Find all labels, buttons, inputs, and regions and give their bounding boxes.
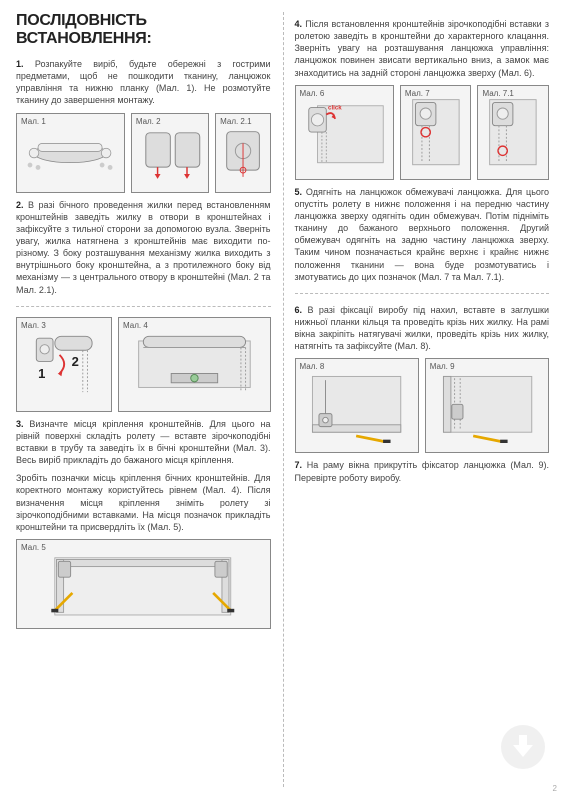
figure-5: Мал. 5 [16, 539, 271, 629]
step-3b-text: Зробіть позначки місць кріплення бічних … [16, 473, 271, 532]
figure-4: Мал. 4 [118, 317, 270, 412]
step-4-text: Після встановлення кронштейнів зірочкопо… [295, 19, 550, 78]
fig-21-svg [219, 124, 267, 182]
fig-1-label: Мал. 1 [21, 117, 46, 126]
step-7: 7. На раму вікна прикрутіть фіксатор лан… [295, 459, 550, 483]
fig-71-svg [485, 95, 541, 169]
hdash-left-1 [16, 306, 271, 307]
step-num-5: 5. [295, 187, 303, 197]
click-label: click [328, 104, 342, 111]
fig-1-svg [22, 129, 118, 177]
figure-7-1: Мал. 7.1 [477, 85, 549, 180]
fig-8-svg [305, 369, 407, 443]
watermark-icon [499, 723, 547, 771]
step-2-text: В разі бічного проведення жилки перед вс… [16, 200, 271, 295]
step-7-text: На раму вікна прикрутіть фіксатор ланцюж… [295, 460, 550, 482]
figure-8: Мал. 8 [295, 358, 419, 453]
fig-4-label: Мал. 4 [123, 321, 148, 330]
fig-9-svg [436, 369, 538, 443]
fig-21-label: Мал. 2.1 [220, 117, 251, 126]
step-2: 2. В разі бічного проведення жилки перед… [16, 199, 271, 296]
step-4: 4. Після встановлення кронштейнів зірочк… [295, 18, 550, 79]
step-1: 1. Розпакуйте виріб, будьте обережні з г… [16, 58, 271, 107]
right-column: 4. Після встановлення кронштейнів зірочк… [283, 0, 565, 799]
mark-2: 2 [71, 354, 78, 369]
fig-row-3: Мал. 5 [16, 539, 271, 629]
step-3b: Зробіть позначки місць кріплення бічних … [16, 472, 271, 533]
step-5-text: Одягніть на ланцюжок обмежувачі ланцюжка… [295, 187, 550, 282]
fig-row-1: Мал. 1 Мал. 2 [16, 113, 271, 193]
step-5: 5. Одягніть на ланцюжок обмежувачі ланцю… [295, 186, 550, 283]
figure-9: Мал. 9 [425, 358, 549, 453]
fig-3-label: Мал. 3 [21, 321, 46, 330]
step-3a-text: Визначте місця кріплення кронштейнів. Дл… [16, 419, 271, 465]
fig-7-label: Мал. 7 [405, 89, 430, 98]
fig-4-svg [134, 327, 255, 401]
step-num-2: 2. [16, 200, 24, 210]
fig-9-label: Мал. 9 [430, 362, 455, 371]
figure-6: Мал. 6 click [295, 85, 394, 180]
step-6: 6. В разі фіксації виробу під нахил, вст… [295, 304, 550, 353]
figure-2: Мал. 2 [131, 113, 209, 193]
page-number: 2 [553, 784, 557, 793]
figure-3: Мал. 3 1 2 [16, 317, 112, 412]
fig-6-label: Мал. 6 [300, 89, 325, 98]
figure-2-1: Мал. 2.1 [215, 113, 270, 193]
fig-71-label: Мал. 7.1 [482, 89, 513, 98]
step-3: 3. Визначте місця кріплення кронштейнів.… [16, 418, 271, 467]
fig-3-svg: 1 2 [27, 327, 101, 401]
fig-2-svg [136, 123, 205, 182]
figure-1: Мал. 1 [16, 113, 125, 193]
page-title: ПОСЛІДОВНІСТЬ ВСТАНОВЛЕННЯ: [16, 12, 271, 48]
figure-7: Мал. 7 [400, 85, 472, 180]
step-num-6: 6. [295, 305, 303, 315]
fig-row-5: Мал. 8 Мал. 9 [295, 358, 550, 453]
mark-1: 1 [38, 366, 45, 381]
fig-8-label: Мал. 8 [300, 362, 325, 371]
fig-5-svg [46, 549, 240, 619]
instruction-page: ПОСЛІДОВНІСТЬ ВСТАНОВЛЕННЯ: 1. Розпакуйт… [0, 0, 565, 799]
left-column: ПОСЛІДОВНІСТЬ ВСТАНОВЛЕННЯ: 1. Розпакуйт… [0, 0, 283, 799]
step-num-7: 7. [295, 460, 303, 470]
fig-6-svg: click [300, 97, 388, 167]
step-num-1: 1. [16, 59, 24, 69]
fig-7-svg [408, 95, 464, 169]
fig-row-4: Мал. 6 click Мал. 7 [295, 85, 550, 180]
fig-5-label: Мал. 5 [21, 543, 46, 552]
hdash-right-1 [295, 293, 550, 294]
step-num-4: 4. [295, 19, 303, 29]
fig-2-label: Мал. 2 [136, 117, 161, 126]
step-1-text: Розпакуйте виріб, будьте обережні з гост… [16, 59, 271, 105]
fig-row-2: Мал. 3 1 2 Мал. 4 [16, 317, 271, 412]
step-6-text: В разі фіксації виробу під нахил, вставт… [295, 305, 550, 351]
step-num-3: 3. [16, 419, 24, 429]
